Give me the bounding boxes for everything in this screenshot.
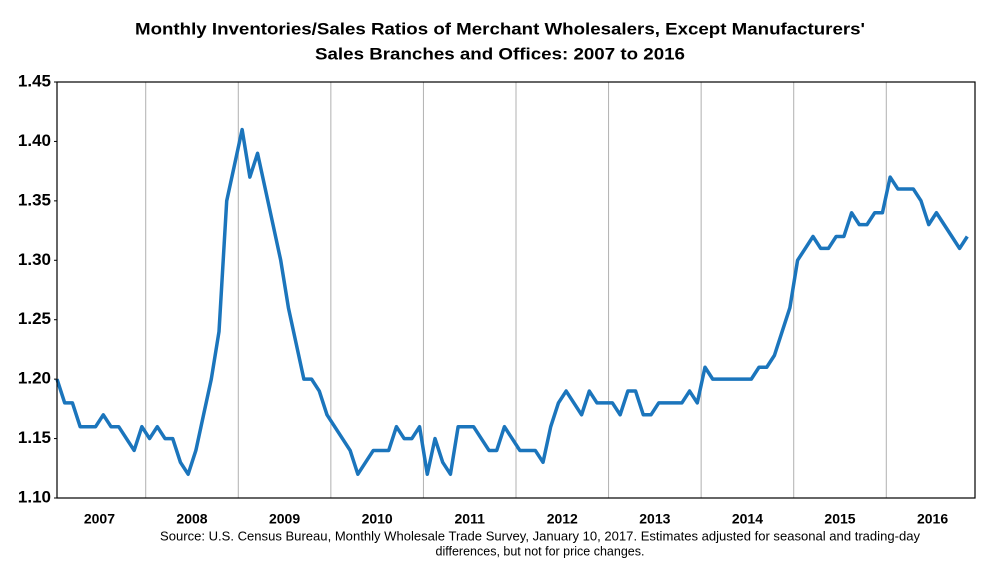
y-tick-label: 1.10 (18, 487, 51, 506)
chart-title: Monthly Inventories/Sales Ratios of Merc… (135, 19, 865, 38)
x-tick-label: 2010 (362, 511, 393, 527)
x-tick-label: 2016 (917, 511, 948, 527)
source-note: Source: U.S. Census Bureau, Monthly Whol… (160, 529, 921, 543)
x-tick-label: 2007 (84, 511, 115, 527)
y-tick-label: 1.30 (18, 250, 51, 269)
x-tick-label: 2011 (455, 511, 486, 527)
x-tick-label: 2008 (176, 511, 207, 527)
y-tick-label: 1.25 (18, 309, 51, 328)
x-tick-label: 2014 (732, 511, 763, 527)
y-tick-label: 1.20 (18, 369, 51, 388)
x-tick-label: 2013 (639, 511, 670, 527)
data-line (55, 127, 969, 476)
y-tick-label: 1.15 (18, 428, 51, 447)
plot-frame (56, 81, 976, 499)
source-note: differences, but not for price changes. (436, 544, 645, 558)
y-tick-label: 1.45 (18, 71, 51, 90)
y-tick-label: 1.35 (18, 190, 51, 209)
x-tick-label: 2015 (824, 511, 855, 527)
y-tick-label: 1.40 (18, 131, 51, 150)
chart-title: Sales Branches and Offices: 2007 to 2016 (315, 44, 685, 63)
x-tick-label: 2012 (547, 511, 578, 527)
x-tick-label: 2009 (269, 511, 300, 527)
